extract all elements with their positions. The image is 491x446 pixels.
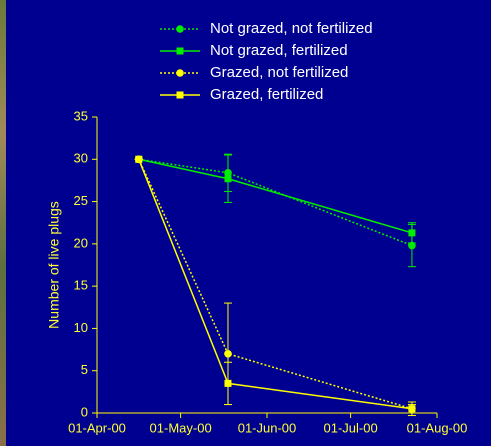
legend-marker [176, 25, 184, 33]
legend-marker [177, 48, 184, 55]
marker [224, 380, 231, 387]
y-tick-label: 20 [74, 235, 88, 250]
legend-label: Not grazed, not fertilized [210, 20, 373, 37]
photo-strip [0, 0, 6, 446]
x-tick-label: 01-May-00 [150, 420, 212, 435]
marker [224, 350, 232, 358]
marker [408, 405, 415, 412]
y-tick-label: 5 [81, 362, 88, 377]
legend-marker [177, 92, 184, 99]
y-tick-label: 30 [74, 151, 88, 166]
y-tick-label: 25 [74, 193, 88, 208]
legend-label: Grazed, not fertilized [210, 64, 348, 81]
legend-marker [176, 69, 184, 77]
chart: Number of live plugs 0 5 10 15 20 25 30 35 01-Ap… [0, 0, 491, 446]
x-tick-label: 01-Jun-00 [238, 420, 297, 435]
marker [408, 229, 415, 236]
x-tick-label: 01-Aug-00 [407, 420, 468, 435]
marker [224, 175, 231, 182]
legend-label: Grazed, fertilized [210, 86, 323, 103]
marker [135, 156, 142, 163]
y-tick-label: 10 [74, 320, 88, 335]
legend-label: Not grazed, fertilized [210, 42, 348, 59]
y-axis-label: Number of live plugs [46, 201, 62, 329]
y-tick-label: 15 [74, 278, 88, 293]
y-tick-label: 35 [74, 108, 88, 123]
x-tick-label: 01-Jul-00 [324, 420, 378, 435]
x-tick-label: 01-Apr-00 [68, 420, 126, 435]
y-tick-label: 0 [81, 404, 88, 419]
